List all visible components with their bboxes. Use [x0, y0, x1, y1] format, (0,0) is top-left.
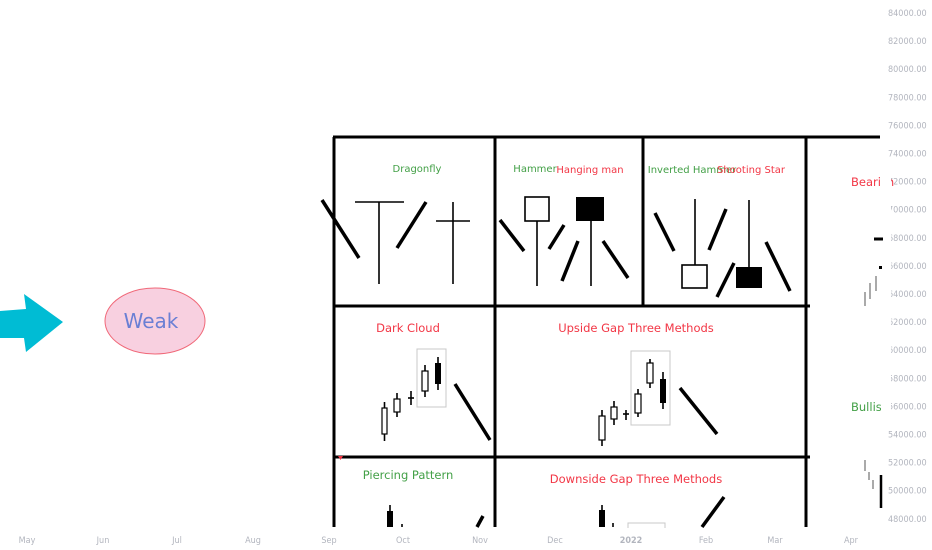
price-tick-label: 74000.00 [888, 150, 927, 160]
time-tick-label: Oct [396, 536, 410, 546]
dark-cloud-drawing[interactable] [381, 348, 492, 441]
price-tick-label: 60000.00 [888, 346, 927, 356]
weak-label: Weak [124, 309, 179, 333]
price-tick-label: 62000.00 [888, 318, 927, 328]
price-tick-label: 48000.00 [888, 515, 927, 525]
marker-triangle-icon [338, 456, 343, 460]
time-axis[interactable]: May Jun Jul Aug Sep Oct Nov Dec 2022 Feb Mar Apr [19, 536, 859, 546]
price-tick-label: 52000.00 [888, 459, 927, 469]
pattern-grid[interactable] [332, 135, 880, 527]
label-inverted-hammer: Inverted Hammer [648, 165, 737, 176]
price-tick-label: 58000.00 [888, 374, 927, 384]
label-hammer: Hammer [513, 164, 557, 175]
time-tick-label: Apr [844, 536, 859, 546]
label-hanging-man: Hanging man [556, 165, 623, 176]
price-tick-label: 72000.00 [888, 178, 927, 188]
arrow-right-icon[interactable] [0, 294, 63, 352]
time-tick-label: May [19, 536, 36, 546]
time-tick-label: Nov [472, 536, 488, 546]
weak-ellipse[interactable] [104, 287, 206, 355]
time-tick-label: Sep [321, 536, 336, 546]
bearish-bullish-marks[interactable] [864, 237, 883, 508]
label-dragonfly: Dragonfly [393, 164, 442, 175]
price-tick-label: 50000.00 [888, 487, 927, 497]
price-tick-label: 66000.00 [888, 262, 927, 272]
price-tick-label: 84000.00 [888, 9, 927, 19]
time-tick-label: Feb [699, 536, 713, 546]
hammer-drawing[interactable] [498, 196, 630, 286]
time-tick-label: Dec [547, 536, 563, 546]
time-tick-label: Jun [96, 536, 110, 546]
label-piercing: Piercing Pattern [363, 468, 454, 482]
time-tick-label: Jul [171, 536, 182, 546]
time-tick-label: 2022 [620, 536, 643, 546]
downside-gap-drawing[interactable] [599, 495, 726, 530]
label-dark-cloud: Dark Cloud [376, 321, 440, 335]
time-tick-label: Aug [245, 536, 261, 546]
price-tick-label: 64000.00 [888, 290, 927, 300]
label-shooting-star: Shooting Star [717, 165, 786, 176]
price-tick-label: 80000.00 [888, 65, 927, 75]
time-tick-label: Mar [767, 536, 783, 546]
price-tick-label: 54000.00 [888, 431, 927, 441]
price-tick-label: 76000.00 [888, 121, 927, 131]
price-axis[interactable]: 84000.00 82000.00 80000.00 78000.00 76000.00… [888, 9, 927, 525]
label-bullish: Bullish [851, 400, 889, 414]
piercing-drawing[interactable] [387, 505, 485, 528]
dragonfly-drawing[interactable] [320, 199, 470, 284]
price-tick-label: 82000.00 [888, 37, 927, 47]
upside-gap-drawing[interactable] [598, 350, 719, 446]
inverted-hammer-drawing[interactable] [653, 199, 792, 298]
price-tick-label: 56000.00 [888, 402, 927, 412]
label-downside-gap: Downside Gap Three Methods [550, 472, 722, 486]
price-tick-label: 70000.00 [888, 206, 927, 216]
price-tick-label: 68000.00 [888, 234, 927, 244]
price-tick-label: 78000.00 [888, 93, 927, 103]
label-upside-gap: Upside Gap Three Methods [558, 321, 714, 335]
